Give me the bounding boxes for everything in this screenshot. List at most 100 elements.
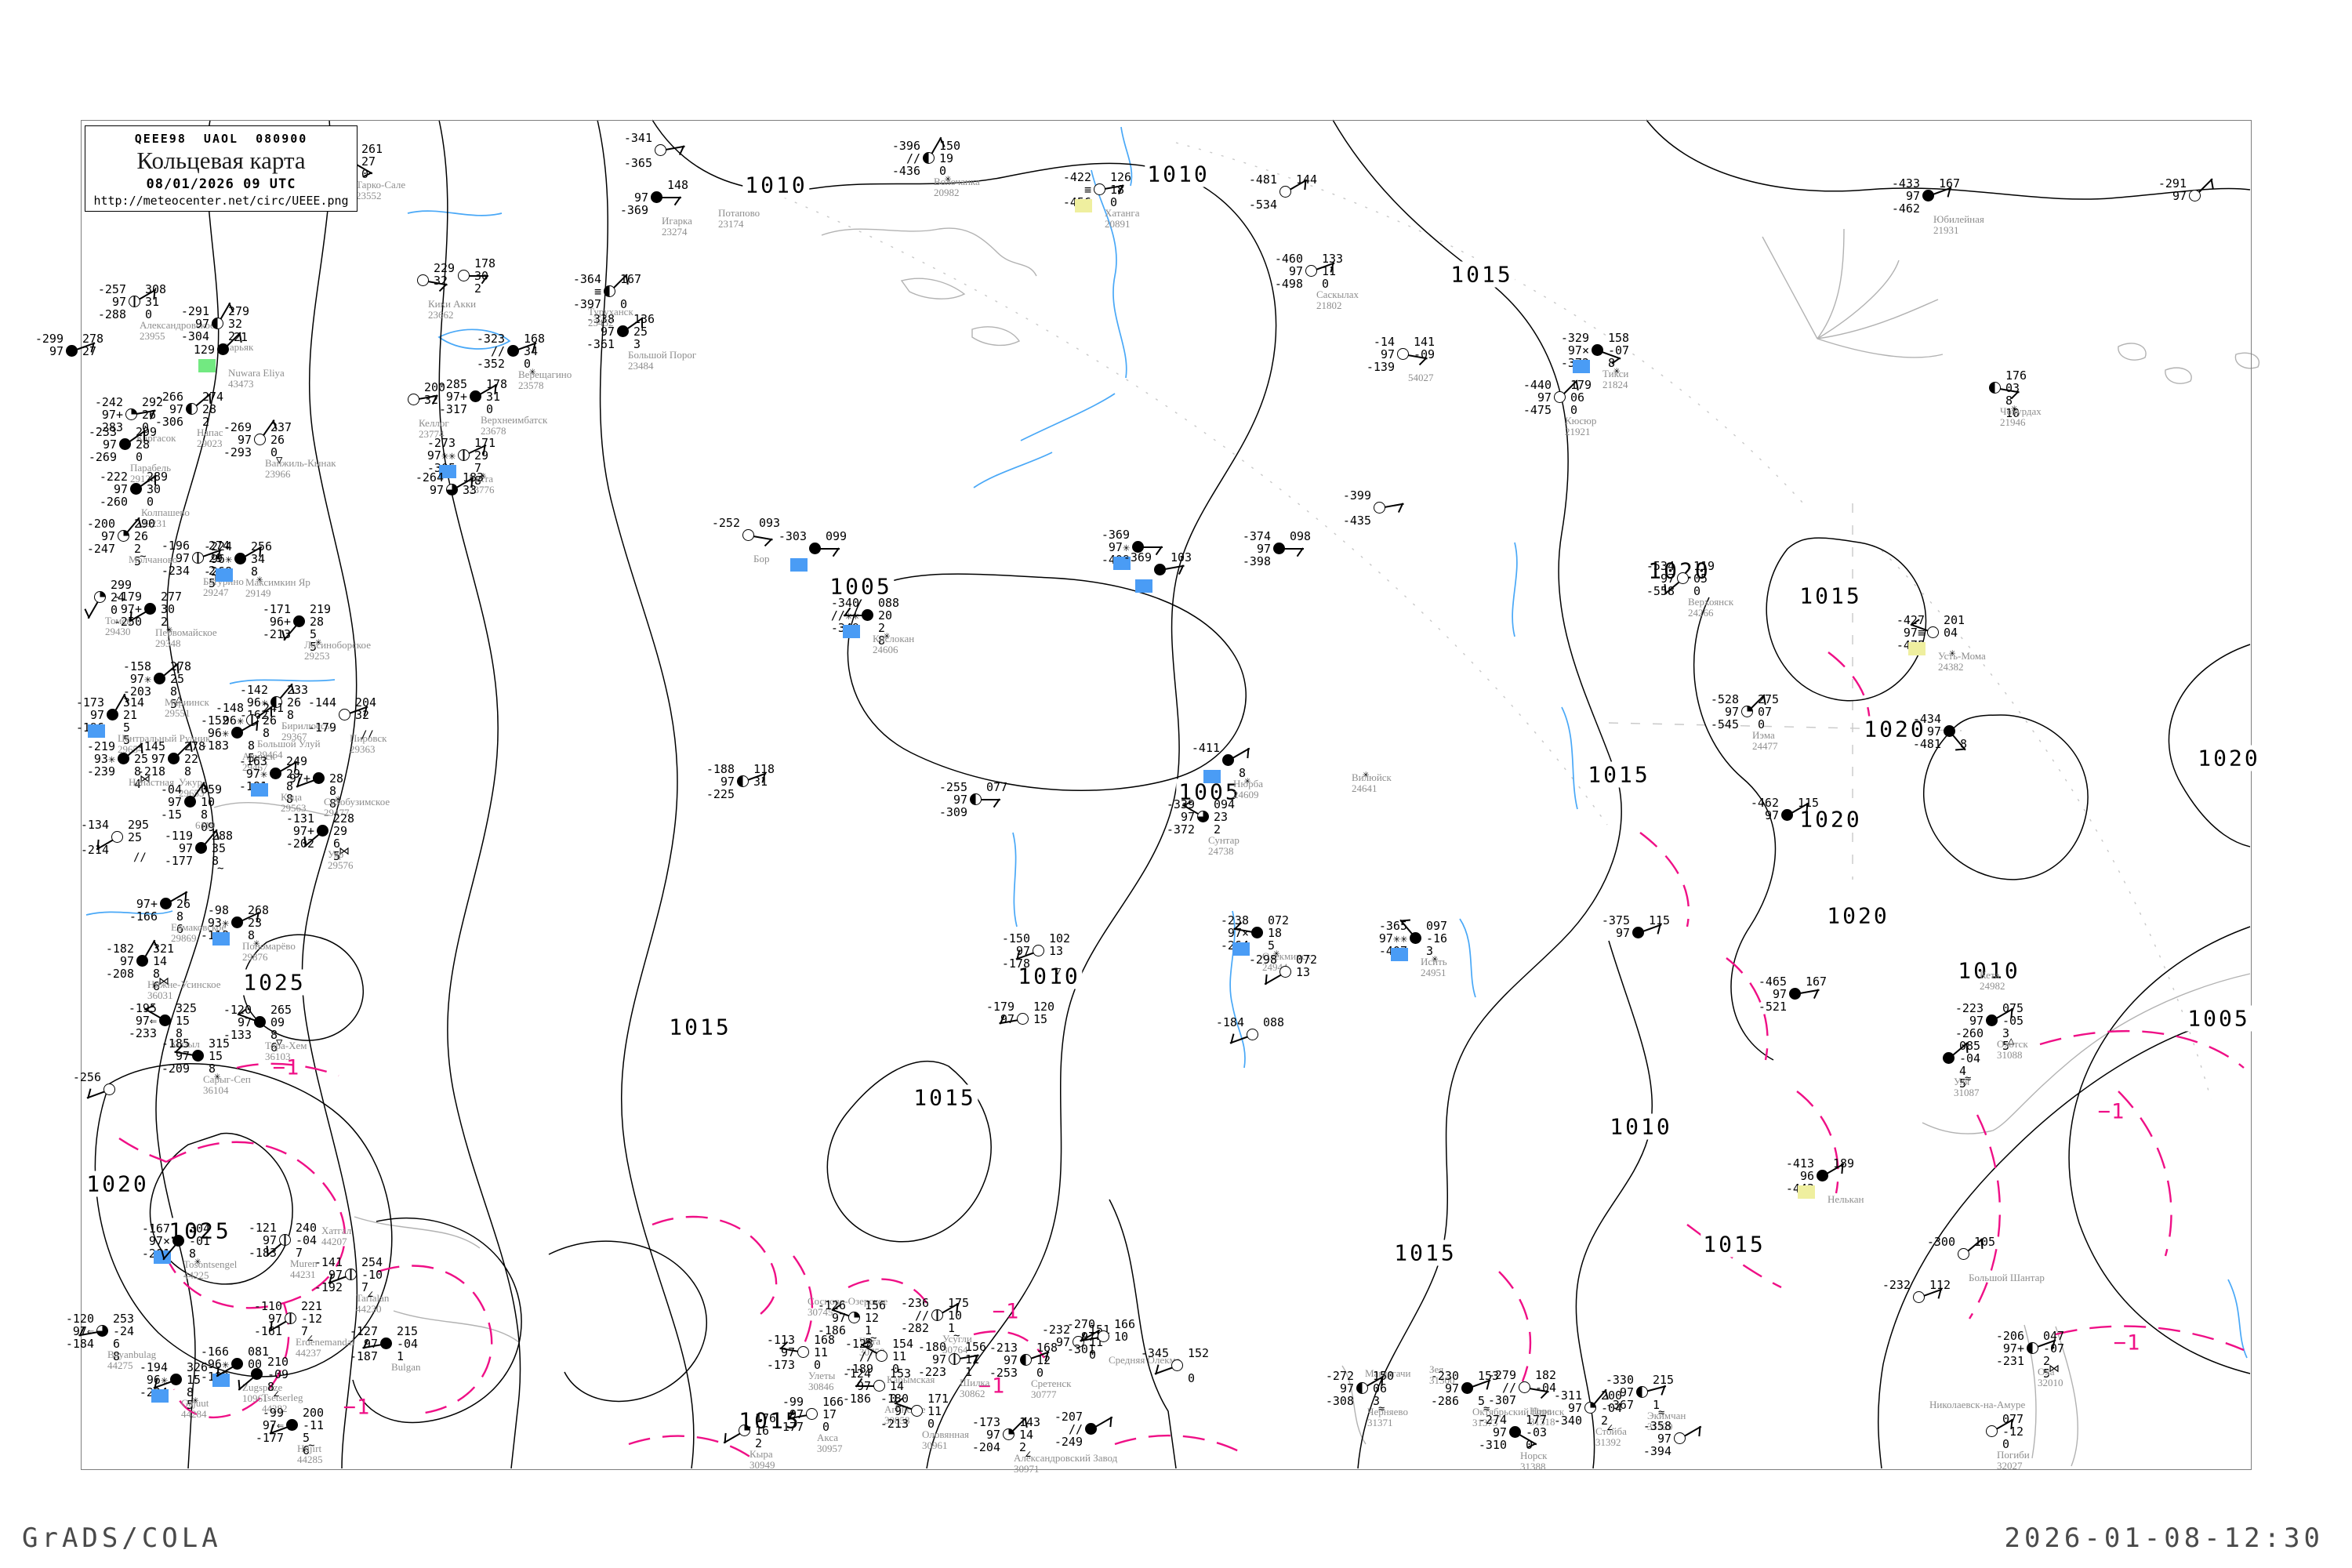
station-id: 31373 — [1472, 1417, 1498, 1428]
map-datetime: 08/01/2026 09 UTC — [146, 176, 296, 192]
station-name-label: Большой Порог 23484 — [628, 350, 696, 372]
weather-symbol-icon: ⋈ — [339, 845, 350, 858]
station-wind-value: 23 — [248, 916, 263, 930]
station-tendency: 0 — [147, 495, 154, 509]
station-name-label: Bayanbulag 44275 — [107, 1349, 156, 1371]
station-extra-value: 6 — [176, 922, 184, 936]
station-id: 54027 — [1408, 372, 1434, 383]
station-circle-icon — [1461, 1382, 1473, 1394]
station-circle-icon — [293, 615, 305, 627]
station-extra-value: 5 — [2002, 1039, 2010, 1053]
station-name: Ужур — [179, 776, 203, 788]
station-circle-icon — [1279, 966, 1291, 978]
station-circle-icon — [234, 553, 246, 564]
weather-symbol-icon: ~ — [895, 1400, 902, 1413]
station-name: Сухобузимское — [324, 796, 390, 808]
station-pressure: 150 — [939, 139, 961, 153]
station-pressure: 321 — [153, 942, 175, 956]
station-circle-icon — [1374, 502, 1385, 514]
station-pressure: 088 — [1263, 1015, 1285, 1029]
station-dewpoint: -166 — [129, 909, 158, 924]
station-tendency: 8 — [1239, 766, 1247, 780]
station-dewpoint: -179 — [307, 720, 336, 735]
station-temperature: -180 — [917, 1340, 946, 1354]
station-pressure: 182 — [1535, 1368, 1557, 1382]
station-pressure: 219 — [310, 602, 332, 616]
station-wind-value: 28 — [329, 771, 344, 786]
station-dewpoint: -308 — [1325, 1394, 1354, 1408]
station-circle-icon — [651, 191, 662, 203]
station-name-label: Погиби 32027 — [1997, 1450, 2030, 1472]
station-dewpoint: -435 — [1342, 514, 1371, 528]
station-name-label: Gajuut 44284 — [181, 1398, 209, 1420]
station-tendency: 2 — [202, 415, 210, 429]
station-wind-value: -10 — [361, 1268, 383, 1282]
station-weather-group: 97 — [119, 954, 134, 968]
station-wind-value: 15 — [1033, 1012, 1048, 1026]
station-wind-value: 14 — [890, 1379, 905, 1393]
station-name: Ванжиль-Кынак — [265, 457, 336, 469]
station-pressure: 176 — [755, 1411, 777, 1425]
station-dewpoint: -225 — [706, 787, 735, 801]
precip-square-icon — [88, 724, 105, 738]
station-wind-value: 23 — [1214, 810, 1229, 824]
station-tendency: 2 — [1214, 822, 1221, 837]
station-name-label: Молчаново — [129, 554, 177, 565]
station-pressure: 315 — [209, 1036, 230, 1051]
station-pressure: 176 — [2005, 368, 2027, 383]
station-wind-value: 33 — [463, 483, 477, 497]
station-pressure: 274 — [202, 390, 224, 404]
station-id: 30846 — [808, 1381, 834, 1392]
station-name-label: Кызыл — [170, 1039, 200, 1050]
station-weather-group: 97 — [831, 1311, 846, 1325]
station-circle-icon — [1944, 725, 1955, 737]
station-id: 29430 — [105, 626, 131, 637]
station-weather-group: 97 — [111, 295, 126, 309]
station-pressure: 171 — [474, 436, 496, 450]
station-weather-group: 93✳ — [207, 916, 229, 930]
station-temperature: -148 — [215, 701, 244, 715]
station-pressure: 094 — [1214, 797, 1236, 811]
station-circle-icon — [1098, 1330, 1109, 1342]
isobar-value-label: 1010 — [742, 172, 810, 198]
station-temperature: -272 — [1325, 1369, 1354, 1383]
station-wind-value: 32 — [228, 317, 243, 331]
station-name-label: Верхоянск 24266 — [1688, 597, 1733, 619]
station-circle-icon — [111, 831, 123, 843]
station-temperature: -182 — [105, 942, 134, 956]
station-id: 24382 — [1938, 661, 1964, 673]
station-circle-icon — [458, 270, 470, 281]
station-name: Черняево — [1367, 1406, 1408, 1417]
station-weather-group: 97 — [1003, 1353, 1018, 1367]
station-temperature: -04 — [160, 782, 182, 797]
station-pressure: 274 — [209, 539, 230, 553]
station-id: 36103 — [265, 1051, 291, 1062]
station-wind-value: -11 — [303, 1418, 325, 1432]
front-layer — [118, 652, 2245, 1461]
station-name: Gajuut — [181, 1397, 209, 1409]
station-tendency: 0 — [1110, 195, 1118, 209]
station-pressure: 088 — [878, 596, 900, 610]
station-circle-icon — [1279, 186, 1291, 198]
station-temperature: -460 — [1274, 252, 1303, 266]
station-dewpoint: -398 — [1242, 554, 1271, 568]
station-pressure: 210 — [267, 1355, 289, 1369]
station-pressure: 153 — [890, 1367, 912, 1381]
station-name: Большой Шантар — [1969, 1272, 2045, 1283]
station-circle-icon — [186, 403, 198, 415]
station-name: Центральный Рудник — [118, 732, 211, 744]
station-tendency: 8 — [176, 1026, 183, 1040]
station-circle-icon — [1017, 1013, 1029, 1025]
station-name-label: Bulgan — [391, 1362, 421, 1373]
station-temperature: -236 — [900, 1296, 929, 1310]
station-tendency: 8 — [248, 928, 256, 942]
station-circle-icon — [339, 709, 350, 720]
station-dewpoint: -498 — [1274, 277, 1303, 291]
station-extra-value: 5 — [310, 640, 318, 654]
station-tendency: 8 — [1960, 737, 1968, 751]
station-id: 24266 — [1688, 607, 1714, 619]
station-temperature: -291 — [180, 304, 209, 318]
station-name: Лосиноборское — [304, 639, 371, 651]
station-circle-icon — [144, 603, 156, 615]
station-name: Нюрба — [1233, 778, 1263, 789]
